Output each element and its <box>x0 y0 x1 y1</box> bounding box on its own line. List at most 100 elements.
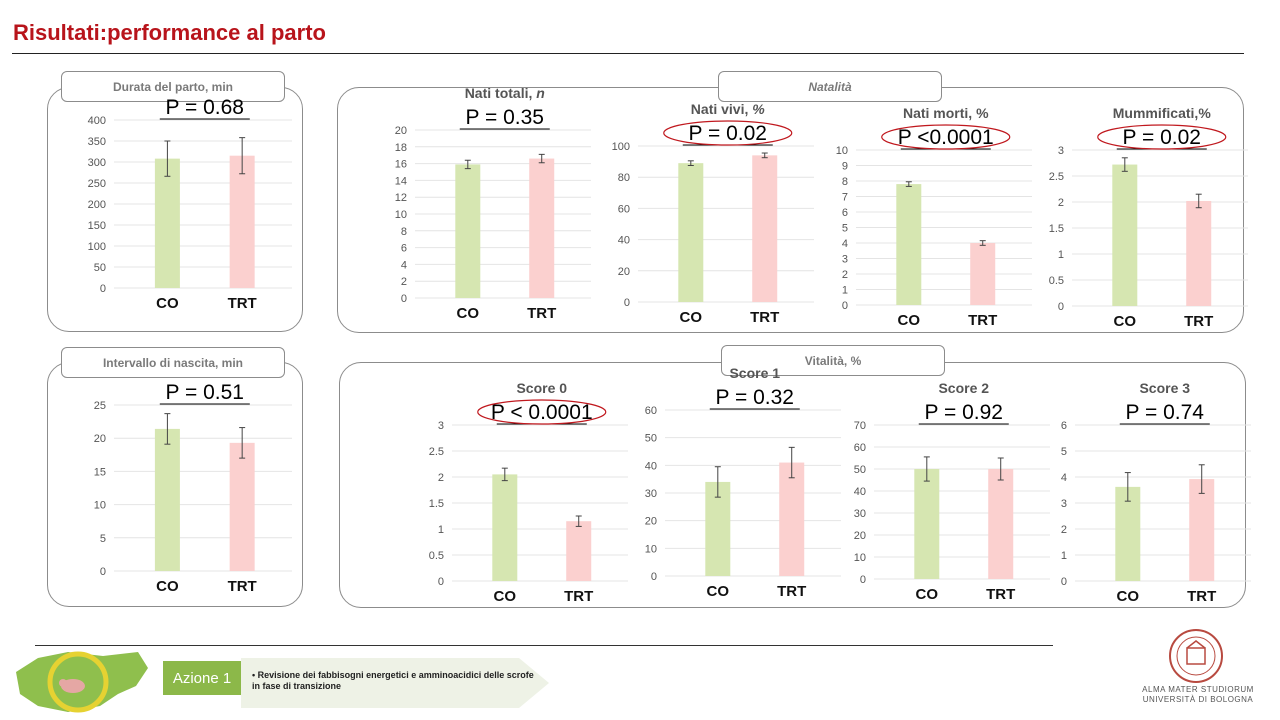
chart-title: Score 1 <box>729 365 780 381</box>
bar-trt <box>229 155 255 288</box>
y-tick-label: 2.5 <box>429 446 444 458</box>
p-value: P < 0.0001 <box>491 401 593 424</box>
error-bar <box>923 456 930 482</box>
y-tick-label: 15 <box>94 466 106 478</box>
chart-title: Mummificati,% <box>1113 105 1212 121</box>
chart-title-main: Nati morti, % <box>903 105 989 121</box>
slide-title: Risultati:performance al parto <box>13 20 326 45</box>
y-tick-label: 2 <box>1058 197 1064 209</box>
y-tick-label: 4 <box>1061 472 1067 484</box>
chart-nati-morti: 0 1 2 3 4 5 6 7 8 9 10 CO TRT P <0.0001 Nati morti, % <box>814 100 1044 330</box>
x-category-label: CO <box>156 295 179 312</box>
error-bar <box>1124 472 1131 502</box>
x-category-label: CO <box>156 578 179 595</box>
y-tick-label: 0 <box>651 571 657 583</box>
p-value: P = 0.02 <box>1123 126 1201 149</box>
y-tick-label: 300 <box>88 157 106 169</box>
y-tick-label: 16 <box>395 159 407 171</box>
y-tick-label: 20 <box>618 266 630 278</box>
chart-mummificati: 0 0.5 1 1.5 2 2.5 3 CO TRT P = 0.02 Mummificati,% <box>1030 100 1260 330</box>
azione-text: • Revisione dei fabbisogni energetici e … <box>252 670 534 691</box>
y-tick-label: 0 <box>438 576 444 588</box>
y-tick-label: 0 <box>100 283 106 295</box>
project-logo-icon <box>16 651 148 713</box>
azione-label: Azione 1 <box>163 661 241 695</box>
chart-title-main: Score 1 <box>729 365 780 381</box>
chart-title: Nati morti, % <box>903 105 989 121</box>
bar-trt <box>566 521 592 581</box>
p-value: P = 0.35 <box>466 106 544 129</box>
error-bar <box>164 140 171 177</box>
bar-trt <box>1186 200 1212 306</box>
chart-title-main: Score 0 <box>516 380 567 396</box>
y-tick-label: 6 <box>1061 420 1067 432</box>
chart-title: Score 2 <box>938 380 989 396</box>
y-tick-label: 20 <box>94 433 106 445</box>
y-tick-label: 9 <box>842 161 848 173</box>
y-tick-label: 10 <box>854 552 866 564</box>
bar-co <box>1115 486 1141 581</box>
y-tick-label: 7 <box>842 192 848 204</box>
y-tick-label: 10 <box>836 145 848 157</box>
chart-durata: 0 50 100 150 200 250 300 350 400 CO TRT P = 0.68 <box>74 96 304 312</box>
y-tick-label: 20 <box>854 530 866 542</box>
chart-title-main: Score 3 <box>1139 380 1190 396</box>
chart-score2: 0 10 20 30 40 50 60 70 CO TRT P = 0.92 Score 2 <box>832 375 1062 603</box>
y-tick-label: 1 <box>842 285 848 297</box>
university-seal-icon <box>1169 629 1223 683</box>
chart-score3: 0 1 2 3 4 5 6 CO TRT P = 0.74 Score 3 <box>1033 375 1263 605</box>
x-category-label: CO <box>707 583 730 600</box>
y-tick-label: 100 <box>88 241 106 253</box>
bar-co <box>154 158 180 288</box>
chart-nati-totali: 0 2 4 6 8 10 12 14 16 18 20 CO TRT P = 0.35 Nati total… <box>373 85 603 322</box>
error-bar <box>905 181 912 187</box>
x-category-label: TRT <box>1184 313 1213 330</box>
y-tick-label: 1 <box>1061 550 1067 562</box>
y-tick-label: 2 <box>438 472 444 484</box>
p-value: P = 0.51 <box>166 381 244 404</box>
vitalita-tab: Vitalità, % <box>721 345 945 376</box>
natalita-panel <box>337 87 1244 333</box>
y-tick-label: 2 <box>842 269 848 281</box>
p-value: P <0.0001 <box>898 126 994 149</box>
error-bar <box>164 413 171 445</box>
error-bar <box>538 153 545 164</box>
y-tick-label: 12 <box>395 192 407 204</box>
error-bar <box>761 152 768 159</box>
y-tick-label: 150 <box>88 220 106 232</box>
y-tick-label: 2 <box>1061 524 1067 536</box>
y-tick-label: 0 <box>624 297 630 309</box>
error-bar <box>997 457 1004 481</box>
x-category-label: TRT <box>750 309 779 326</box>
x-category-label: CO <box>494 588 517 605</box>
y-tick-label: 0.5 <box>429 550 444 562</box>
y-tick-label: 0 <box>842 300 848 312</box>
error-bar <box>979 240 986 246</box>
bar-co <box>492 474 518 581</box>
y-tick-label: 50 <box>645 433 657 445</box>
y-tick-label: 60 <box>645 405 657 417</box>
significance-highlight <box>881 124 1011 150</box>
y-tick-label: 20 <box>645 516 657 528</box>
chart-title: Nati vivi, % <box>691 101 765 117</box>
y-tick-label: 0 <box>401 293 407 305</box>
bar-trt <box>988 469 1014 579</box>
y-tick-label: 1.5 <box>1049 223 1064 235</box>
y-tick-label: 10 <box>395 209 407 221</box>
y-tick-label: 5 <box>100 533 106 545</box>
error-bar <box>687 160 694 166</box>
y-tick-label: 10 <box>645 543 657 555</box>
bar-co <box>678 163 704 302</box>
bar-co <box>914 469 940 579</box>
error-bar <box>1198 464 1205 494</box>
x-category-label: TRT <box>986 586 1015 603</box>
bar-co <box>1112 164 1138 306</box>
x-category-label: CO <box>898 312 921 329</box>
bar-trt <box>229 442 255 571</box>
y-tick-label: 40 <box>854 486 866 498</box>
natalita-tab: Natalità <box>718 71 942 102</box>
y-tick-label: 3 <box>1058 145 1064 157</box>
y-tick-label: 6 <box>401 243 407 255</box>
y-tick-label: 8 <box>842 176 848 188</box>
y-tick-label: 60 <box>854 442 866 454</box>
